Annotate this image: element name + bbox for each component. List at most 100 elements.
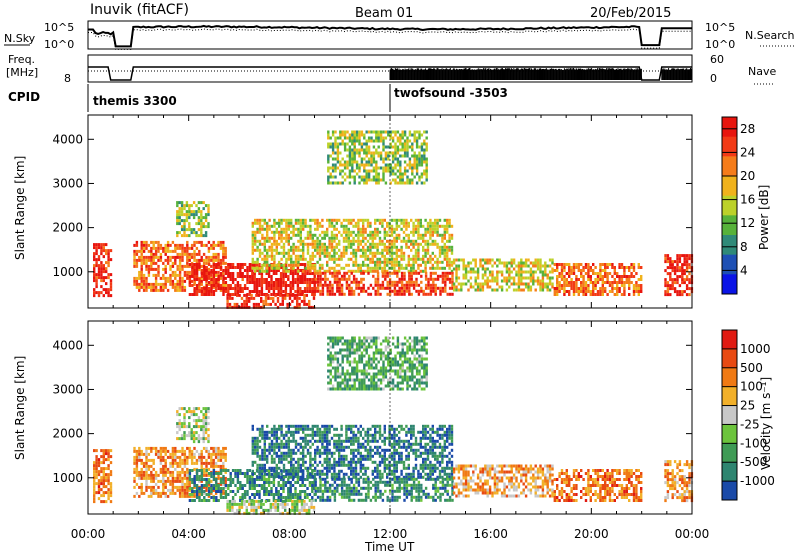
heatmap-cell — [198, 452, 201, 456]
heatmap-cell — [222, 455, 225, 459]
heatmap-cell — [512, 267, 516, 271]
heatmap-cell — [429, 277, 433, 281]
heatmap-cell — [291, 484, 295, 487]
heatmap-cell — [252, 296, 256, 300]
heatmap-cell — [319, 289, 322, 293]
heatmap-cell — [364, 251, 367, 255]
heatmap-cell — [252, 305, 256, 309]
noise-left-tick-bottom: 10^0 — [44, 38, 74, 51]
heatmap-cell — [270, 281, 273, 284]
heatmap-cell — [260, 296, 263, 300]
heatmap-cell — [246, 272, 249, 275]
freq-left-tick: 8 — [64, 72, 71, 85]
heatmap-cell — [434, 292, 437, 296]
heatmap-cell — [496, 273, 499, 277]
heatmap-cell — [270, 257, 274, 261]
heatmap-cell — [524, 261, 528, 265]
heatmap-cell — [423, 172, 426, 176]
heatmap-cell — [166, 261, 170, 265]
heatmap-cell — [314, 277, 317, 281]
heatmap-cell — [229, 472, 232, 475]
heatmap-cell — [219, 469, 223, 472]
heatmap-cell — [436, 233, 439, 237]
heatmap-cell — [207, 494, 211, 498]
heatmap-cell — [197, 222, 201, 226]
heatmap-cell — [455, 267, 458, 271]
heatmap-cell — [183, 225, 186, 229]
heatmap-cell — [248, 487, 252, 490]
heatmap-cell — [266, 233, 269, 237]
heatmap-cell — [311, 254, 314, 258]
heatmap-cell — [632, 290, 636, 293]
heatmap-cell — [176, 288, 179, 292]
heatmap-cell — [357, 286, 361, 290]
heatmap-cell — [239, 263, 242, 266]
heatmap-cell — [625, 266, 628, 269]
heatmap-cell — [481, 288, 485, 292]
heatmap-cell — [207, 240, 211, 244]
heatmap-cell — [635, 272, 638, 275]
heatmap-cell — [297, 239, 300, 243]
heatmap-cell — [285, 257, 288, 261]
heatmap-cell — [411, 172, 414, 176]
heatmap-cell — [338, 248, 341, 252]
heatmap-cell — [323, 242, 326, 246]
heatmap-cell — [152, 473, 155, 477]
heatmap-cell — [351, 175, 354, 179]
heatmap-cell — [669, 284, 672, 288]
heatmap-cell — [517, 282, 521, 286]
colorbar-frame — [721, 116, 738, 295]
heatmap-cell — [251, 260, 254, 264]
heatmap-cell — [200, 279, 203, 283]
heatmap-cell — [275, 245, 278, 249]
heatmap-cell — [140, 273, 143, 277]
heatmap-cell — [107, 494, 110, 498]
heatmap-cell — [169, 267, 172, 271]
heatmap-cell — [546, 285, 549, 289]
heatmap-cell — [623, 281, 626, 284]
heatmap-cell — [185, 213, 189, 217]
heatmap-cell — [336, 157, 340, 161]
heatmap-cell — [303, 302, 306, 306]
heatmap-cell — [553, 287, 556, 290]
heatmap-cell — [228, 508, 232, 512]
heatmap-cell — [277, 499, 280, 502]
beam-title: Beam 01 — [355, 6, 413, 21]
heatmap-cell — [556, 269, 559, 272]
heatmap-cell — [217, 484, 220, 487]
heatmap-cell — [393, 239, 396, 243]
heatmap-cell — [100, 270, 103, 274]
heatmap-cell — [512, 279, 516, 283]
heatmap-cell — [243, 493, 247, 496]
heatmap-cell — [353, 154, 356, 158]
heatmap-cell — [422, 233, 425, 237]
heatmap-cell — [486, 279, 489, 283]
heatmap-cell — [408, 274, 411, 278]
heatmap-cell — [100, 264, 103, 268]
heatmap-cell — [532, 264, 535, 268]
heatmap-cell — [253, 496, 256, 499]
heatmap-cell — [181, 249, 184, 253]
heatmap-cell — [366, 245, 370, 249]
heatmap-cell — [316, 248, 319, 252]
heatmap-cell — [369, 257, 372, 261]
heatmap-cell — [100, 279, 103, 283]
heatmap-cell — [267, 499, 271, 502]
heatmap-cell — [205, 488, 208, 492]
heatmap-cell — [279, 281, 283, 284]
heatmap-cell — [107, 449, 110, 453]
heatmap-cell — [294, 221, 298, 225]
heatmap-cell — [275, 475, 278, 478]
heatmap-cell — [357, 242, 360, 246]
heatmap-cell — [386, 274, 389, 278]
heatmap-cell — [608, 281, 612, 284]
heatmap-cell — [589, 266, 592, 269]
heatmap-cell — [338, 269, 341, 273]
heatmap-cell — [587, 287, 590, 290]
heatmap-cell — [347, 269, 350, 273]
heatmap-cell — [311, 290, 314, 293]
heatmap-cell — [263, 245, 266, 249]
heatmap-cell — [183, 473, 187, 477]
heatmap-cell — [162, 470, 165, 474]
heatmap-cell — [359, 248, 362, 252]
